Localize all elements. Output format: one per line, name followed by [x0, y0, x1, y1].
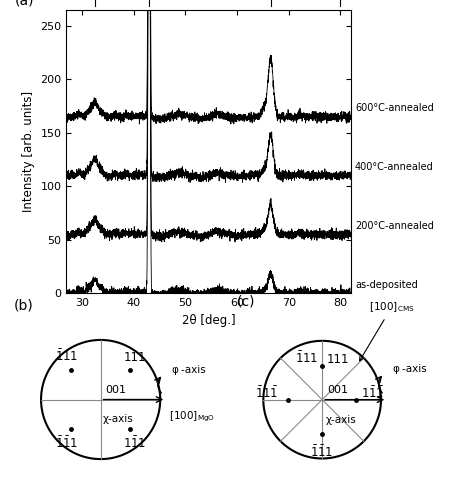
Text: 111: 111	[327, 353, 349, 366]
Text: (c): (c)	[237, 294, 255, 308]
Text: 001: 001	[105, 385, 126, 395]
Text: 001: 001	[327, 385, 348, 395]
Text: $\mathregular{\bar{1}1\bar{1}}$: $\mathregular{\bar{1}1\bar{1}}$	[255, 386, 279, 401]
Text: 400°C-annealed: 400°C-annealed	[355, 162, 434, 172]
Text: 1$\mathregular{\bar{1}}$1: 1$\mathregular{\bar{1}}$1	[123, 435, 146, 451]
Text: χ-axis: χ-axis	[103, 414, 134, 424]
Text: (a): (a)	[15, 0, 35, 7]
Text: [100]$_{\mathregular{MgO}}$: [100]$_{\mathregular{MgO}}$	[169, 410, 215, 424]
Text: φ -axis: φ -axis	[393, 364, 427, 374]
X-axis label: 2θ [deg.]: 2θ [deg.]	[182, 314, 236, 327]
Text: [100]$_{\mathregular{CMS}}$: [100]$_{\mathregular{CMS}}$	[360, 301, 414, 361]
Text: χ-axis: χ-axis	[325, 415, 356, 425]
Text: $\mathregular{\bar{1}}$11: $\mathregular{\bar{1}}$11	[295, 350, 319, 366]
Text: $\mathregular{\bar{1}\bar{1}}$1: $\mathregular{\bar{1}\bar{1}}$1	[310, 444, 334, 460]
Text: 200°C-annealed: 200°C-annealed	[355, 221, 434, 231]
Y-axis label: Intensity [arb. units]: Intensity [arb. units]	[22, 91, 35, 212]
Text: 1$\mathregular{\bar{1}\bar{1}}$: 1$\mathregular{\bar{1}\bar{1}}$	[361, 386, 384, 401]
Text: $\mathregular{\bar{1}}$11: $\mathregular{\bar{1}}$11	[55, 348, 78, 364]
Text: 111: 111	[124, 351, 146, 364]
Text: 600°C-annealed: 600°C-annealed	[355, 103, 434, 113]
Text: (b): (b)	[14, 298, 34, 312]
Text: as-deposited: as-deposited	[355, 280, 418, 290]
Text: φ -axis: φ -axis	[172, 365, 206, 375]
Text: $\mathregular{\bar{1}\bar{1}}$1: $\mathregular{\bar{1}\bar{1}}$1	[55, 435, 78, 451]
